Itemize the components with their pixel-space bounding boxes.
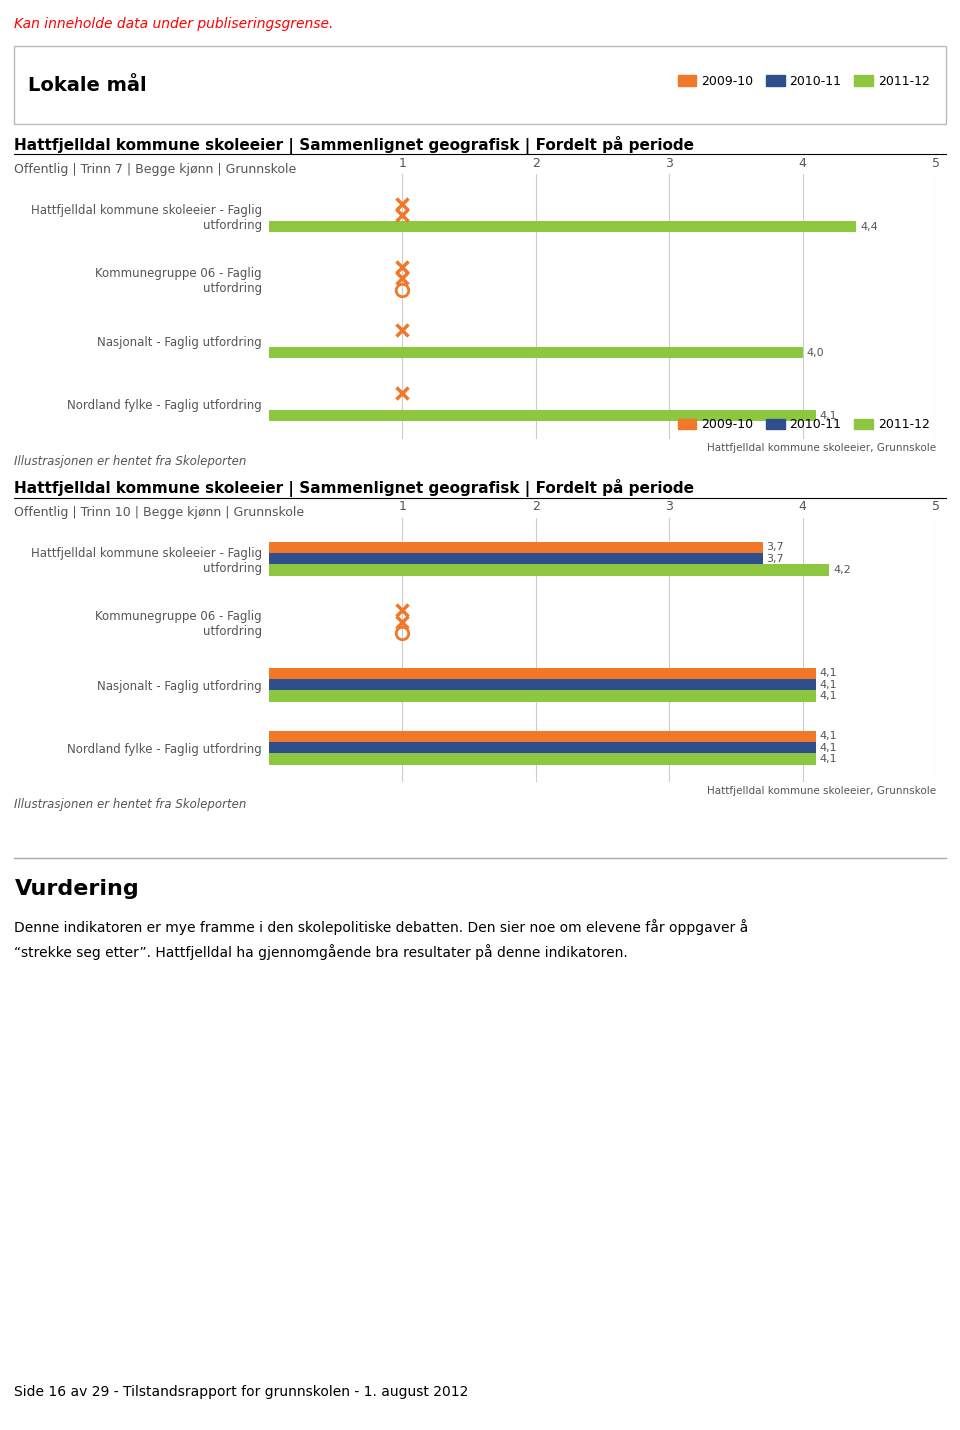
Text: 4,1: 4,1 (820, 410, 837, 420)
FancyBboxPatch shape (14, 46, 946, 124)
Legend: 2009-10, 2010-11, 2011-12: 2009-10, 2010-11, 2011-12 (678, 74, 929, 87)
Text: 4,1: 4,1 (820, 691, 837, 701)
Legend: 2009-10, 2010-11, 2011-12: 2009-10, 2010-11, 2011-12 (678, 418, 929, 430)
Text: 3,7: 3,7 (766, 542, 784, 552)
Text: Vurdering: Vurdering (14, 879, 139, 899)
Text: Offentlig | Trinn 10 | Begge kjønn | Grunnskole: Offentlig | Trinn 10 | Begge kjønn | Gru… (14, 506, 304, 519)
Text: Hattfjelldal kommune skoleeier, Grunnskole: Hattfjelldal kommune skoleeier, Grunnsko… (707, 443, 936, 453)
Bar (269, 553, 762, 565)
Text: Offentlig | Trinn 7 | Begge kjønn | Grunnskole: Offentlig | Trinn 7 | Begge kjønn | Grun… (14, 163, 297, 176)
Text: “strekke seg etter”. Hattfjelldal ha gjennomgående bra resultater på denne indik: “strekke seg etter”. Hattfjelldal ha gje… (14, 944, 628, 960)
Text: Side 16 av 29 - Tilstandsrapport for grunnskolen - 1. august 2012: Side 16 av 29 - Tilstandsrapport for gru… (14, 1384, 468, 1399)
Text: Hattfjelldal kommune skoleeier | Sammenlignet geografisk | Fordelt på periode: Hattfjelldal kommune skoleeier | Sammenl… (14, 136, 694, 154)
Text: 4,1: 4,1 (820, 679, 837, 689)
Bar (269, 754, 816, 765)
Text: 4,4: 4,4 (860, 222, 877, 232)
Text: Lokale mål: Lokale mål (29, 76, 147, 94)
Bar (269, 347, 803, 359)
Text: Hattfjelldal kommune skoleeier | Sammenlignet geografisk | Fordelt på periode: Hattfjelldal kommune skoleeier | Sammenl… (14, 479, 694, 498)
Bar (269, 668, 816, 679)
Text: Illustrasjonen er hentet fra Skoleporten: Illustrasjonen er hentet fra Skoleporten (14, 455, 247, 468)
Text: Illustrasjonen er hentet fra Skoleporten: Illustrasjonen er hentet fra Skoleporten (14, 798, 247, 811)
Bar (269, 691, 816, 702)
Text: 4,2: 4,2 (833, 565, 851, 575)
Text: 4,1: 4,1 (820, 731, 837, 741)
Text: 4,1: 4,1 (820, 742, 837, 752)
Bar (269, 679, 816, 691)
Text: 4,0: 4,0 (806, 347, 825, 358)
Text: Kan inneholde data under publiseringsgrense.: Kan inneholde data under publiseringsgre… (14, 17, 334, 31)
Text: 4,1: 4,1 (820, 668, 837, 678)
Bar (269, 565, 829, 576)
Text: Hattfjelldal kommune skoleeier, Grunnskole: Hattfjelldal kommune skoleeier, Grunnsko… (707, 787, 936, 797)
Text: 4,1: 4,1 (820, 754, 837, 764)
Bar (269, 410, 816, 422)
Bar (269, 731, 816, 742)
Text: Denne indikatoren er mye framme i den skolepolitiske debatten. Den sier noe om e: Denne indikatoren er mye framme i den sk… (14, 919, 749, 935)
Bar (269, 742, 816, 754)
Bar (269, 542, 762, 553)
Text: 3,7: 3,7 (766, 553, 784, 563)
Bar (269, 222, 856, 233)
